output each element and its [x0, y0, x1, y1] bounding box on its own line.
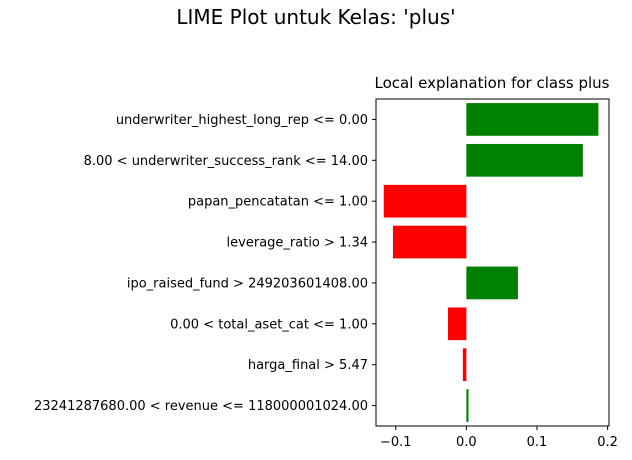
y-tick-label-0: underwriter_highest_long_rep <= 0.00	[116, 113, 368, 128]
figure-suptitle: LIME Plot untuk Kelas: 'plus'	[176, 5, 455, 29]
y-tick-label-2: papan_pencatatan <= 1.00	[188, 195, 368, 210]
y-tick-labels: underwriter_highest_long_rep <= 0.00 8.00…	[34, 113, 376, 414]
bar-1	[466, 143, 583, 177]
x-tick-label-0: −0.1	[380, 435, 412, 450]
bars-group	[383, 103, 599, 422]
y-tick-label-6: harga_final > 5.47	[248, 358, 368, 373]
x-axis-ticks: −0.1 0.0 0.1 0.2	[380, 426, 618, 450]
chart-title: Local explanation for class plus	[375, 74, 610, 92]
x-tick-label-2: 0.1	[527, 435, 548, 450]
bar-6	[462, 348, 467, 382]
y-tick-label-1: 8.00 < underwriter_success_rank <= 14.00	[84, 154, 368, 169]
bar-2	[383, 184, 467, 218]
y-tick-label-4: ipo_raised_fund > 249203601408.00	[127, 276, 368, 291]
y-tick-label-5: 0.00 < total_aset_cat <= 1.00	[170, 317, 368, 332]
bar-3	[392, 225, 467, 259]
x-tick-label-1: 0.0	[456, 435, 477, 450]
bar-0	[466, 103, 599, 136]
bar-4	[466, 266, 518, 300]
plot-frame	[375, 98, 610, 427]
y-tick-label-3: leverage_ratio > 1.34	[227, 236, 368, 251]
bar-7	[466, 389, 469, 422]
bar-5	[448, 307, 467, 341]
x-tick-label-3: 0.2	[597, 435, 618, 450]
y-tick-label-7: 23241287680.00 < revenue <= 118000001024…	[34, 399, 368, 414]
